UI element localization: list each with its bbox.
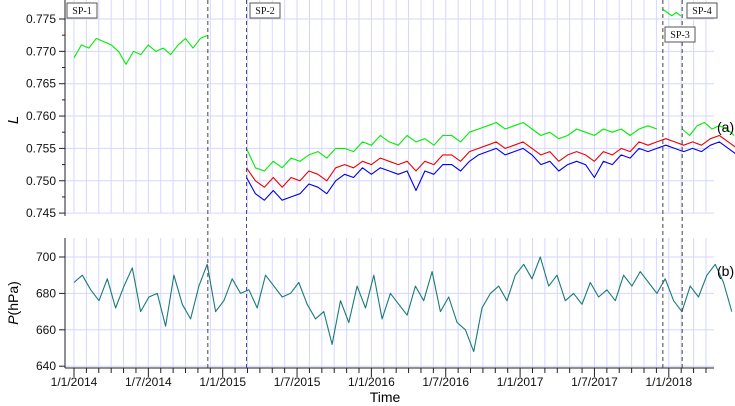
- y-tick-label: 0.775: [26, 12, 56, 26]
- x-tick-label: 1/7/2016: [422, 375, 469, 389]
- divider-label: SP-2: [255, 6, 274, 17]
- series-line-sp-4-green: [681, 121, 735, 137]
- label-box-sp-2: [249, 2, 281, 19]
- x-axis-title: Time: [370, 389, 401, 405]
- y-tick-label: 700: [36, 250, 56, 264]
- series-line-pressure: [73, 256, 733, 353]
- series-line-sp-3-green: [662, 8, 682, 17]
- label-box-sp-4: [686, 2, 718, 19]
- label-box-sp-3: [664, 26, 696, 43]
- y-axis-title-a: L: [5, 116, 22, 124]
- y-tick-label: 0.755: [26, 141, 56, 155]
- y-tick-label: 660: [36, 323, 56, 337]
- panel-label-b: (b): [717, 263, 734, 279]
- y-axis-title-b: P(hPa): [5, 281, 21, 325]
- divider-label: SP-1: [72, 6, 91, 17]
- x-tick-label: 1/7/2014: [125, 375, 172, 389]
- y-tick-label: 0.750: [26, 174, 56, 188]
- y-tick-label: 680: [36, 286, 56, 300]
- x-tick-label: 1/7/2015: [274, 375, 321, 389]
- y-tick-label: 0.760: [26, 109, 56, 123]
- x-tick-label: 1/1/2016: [348, 375, 395, 389]
- series-line-sp-2-green: [246, 121, 658, 172]
- y-tick-label: 0.765: [26, 77, 56, 91]
- x-tick-label: 1/1/2018: [645, 375, 692, 389]
- divider-label: SP-3: [670, 30, 689, 41]
- x-tick-label: 1/1/2015: [199, 375, 246, 389]
- y-tick-label: 0.745: [26, 206, 56, 220]
- series-line-sp-1-green: [73, 34, 209, 65]
- series-line-red: [246, 134, 735, 188]
- y-tick-label: 0.770: [26, 44, 56, 58]
- series-line-blue: [246, 141, 735, 201]
- x-tick-label: 1/1/2014: [51, 375, 98, 389]
- y-tick-label: 640: [36, 359, 56, 373]
- panel-label-a: (a): [717, 119, 734, 135]
- x-tick-label: 1/1/2017: [497, 375, 544, 389]
- divider-label: SP-4: [692, 6, 711, 17]
- label-box-sp-1: [66, 2, 98, 19]
- x-tick-label: 1/7/2017: [571, 375, 618, 389]
